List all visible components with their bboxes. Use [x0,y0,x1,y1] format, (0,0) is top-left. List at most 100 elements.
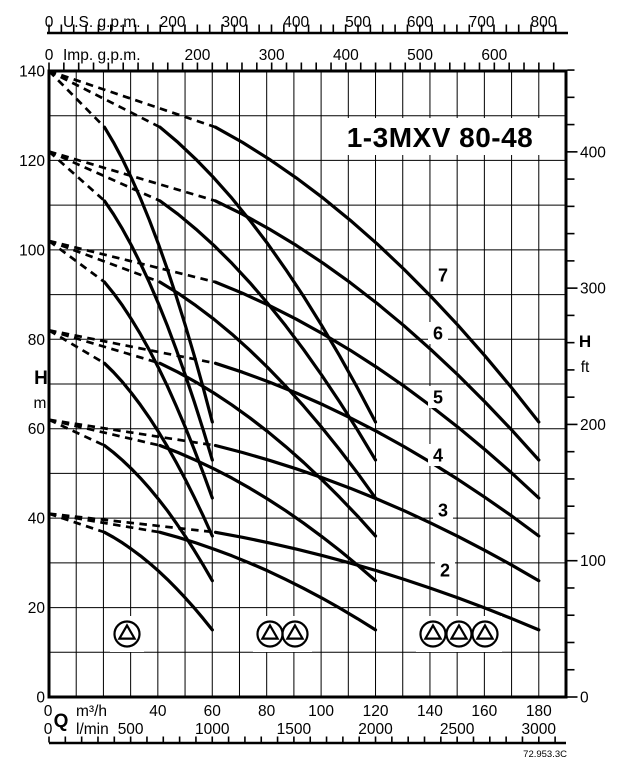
us-gpm-tick-label: 400 [283,14,309,31]
curve-solid-2pump-stage6 [158,199,378,462]
head-axis-unit-m: m [34,395,47,412]
flow-m3h-tick-label: 140 [417,703,443,720]
curve-solid-1pump-stage2 [102,530,214,632]
lmin-tick-label: 1000 [195,721,230,738]
flow-m3h-tick-label: 80 [258,703,276,720]
curve-dashed-3pump-stage6 [48,150,216,203]
head-m-tick-label: 40 [28,511,46,528]
head-axis-symbol-ft: H [579,332,591,351]
curve-dashed-2pump-stage6 [48,150,161,203]
curve-dashed-3pump-stage2 [48,512,216,534]
us-gpm-tick-label: 800 [530,14,556,31]
head-ft-tick-label: 400 [580,144,606,161]
head-m-tick-label: 0 [36,690,45,707]
curve-solid-3pump-stage4 [213,361,541,538]
head-ft-tick-label: 100 [580,553,606,570]
curve-label-background [435,559,455,581]
us-gpm-tick-label: 700 [469,14,495,31]
us-gpm-tick-label: 300 [221,14,247,31]
curve-dashed-3pump-stage7 [48,69,216,129]
lmin-tick-label: 1500 [277,721,312,738]
pump-curves [48,69,541,632]
curve-solid-1pump-stage7 [102,125,214,424]
curve-solid-3pump-stage5 [213,280,541,500]
curve-label-background [433,264,453,286]
curve-label-stage3: 3 [438,501,448,521]
curve-dashed-3pump-stage3 [48,418,216,447]
curve-stage-labels: 7 6 5 4 3 2 [428,264,455,581]
imp-gpm-tick-label: 500 [407,47,433,64]
head-ft-tick-label: 0 [580,690,589,707]
curve-dashed-1pump-stage3 [48,418,106,447]
curve-dashed-3pump-stage5 [48,239,216,284]
imp-gpm-tick-label: 400 [333,47,359,64]
curve-dashed-3pump-stage4 [48,329,216,365]
lmin-tick-label: 3000 [522,721,557,738]
pump-impeller-triangle-icon [423,623,443,640]
curve-dashed-1pump-stage4 [48,329,106,365]
curve-label-stage4: 4 [433,446,443,466]
plot-border [47,69,568,699]
curve-solid-1pump-stage4 [102,361,214,538]
curve-dashed-1pump-stage5 [48,239,106,284]
curve-solid-1pump-stage5 [102,280,214,500]
curve-dashed-2pump-stage4 [48,329,161,365]
imp-gpm-zero-label: 0 [45,47,54,64]
head-m-tick-label: 100 [19,242,45,259]
pump-count-icons [110,616,502,652]
us-gpm-zero-label: 0 [45,14,54,31]
pump-impeller-triangle-icon [285,623,305,640]
curve-solid-2pump-stage7 [158,125,378,424]
pump-icon [113,620,141,648]
head-m-tick-label: 20 [28,600,46,617]
curve-dashed-2pump-stage5 [48,239,161,284]
flow-m3h-tick-label: 60 [204,703,222,720]
head-ft-tick-label: 300 [580,281,606,298]
flow-m3h-tick-label: 100 [308,703,334,720]
pump-impeller-triangle-icon [449,623,469,640]
curve-label-stage6: 6 [433,324,443,344]
head-ft-tick-label: 200 [580,417,606,434]
flow-axis-symbol: Q [54,711,69,732]
curve-solid-3pump-stage6 [213,199,541,462]
head-axis-symbol-m: H [34,368,48,389]
pump-impeller-triangle-icon [117,623,137,640]
imp-gpm-tick-label: 300 [259,47,285,64]
curve-label-background [433,499,453,521]
head-m-tick-label: 60 [28,421,46,438]
imp-gpm-axis-title: Imp. g.p.m. [63,47,141,64]
curve-label-background [428,322,448,344]
us-gpm-tick-label: 200 [160,14,186,31]
title-background [341,118,540,155]
lmin-tick-label: 2000 [358,721,393,738]
lmin-zero-label: 0 [44,721,53,738]
q-m3h-zero-label: 0 [44,703,53,720]
head-m-tick-label: 140 [19,64,45,81]
head-axis-unit-ft: ft [581,359,590,376]
flow-m3h-tick-label: 40 [149,703,167,720]
curve-solid-3pump-stage7 [213,125,541,424]
drawing-code: 72.953.3C [523,749,567,760]
pump-impeller-triangle-icon [260,623,280,640]
pump-impeller-triangle-icon [475,623,495,640]
curve-solid-1pump-stage3 [102,443,214,583]
curve-solid-2pump-stage2 [158,530,378,632]
curve-dashed-1pump-stage7 [48,70,106,129]
imp-gpm-tick-label: 600 [481,47,507,64]
flow-axis-unit-lmin: l/min [76,721,109,738]
flow-m3h-tick-label: 180 [526,703,552,720]
lmin-tick-label: 2500 [440,721,475,738]
curve-solid-2pump-stage3 [158,443,378,583]
curve-solid-1pump-stage6 [102,199,214,462]
curve-solid-2pump-stage5 [158,280,378,500]
imp-gpm-tick-label: 200 [185,47,211,64]
curve-label-stage5: 5 [433,388,443,408]
pump-icon [471,620,499,648]
curve-dashed-2pump-stage7 [48,69,161,129]
chart-title: 1-3MXV 80-48 [347,122,534,153]
curve-label-background [428,444,448,466]
curve-label-stage7: 7 [438,266,448,286]
